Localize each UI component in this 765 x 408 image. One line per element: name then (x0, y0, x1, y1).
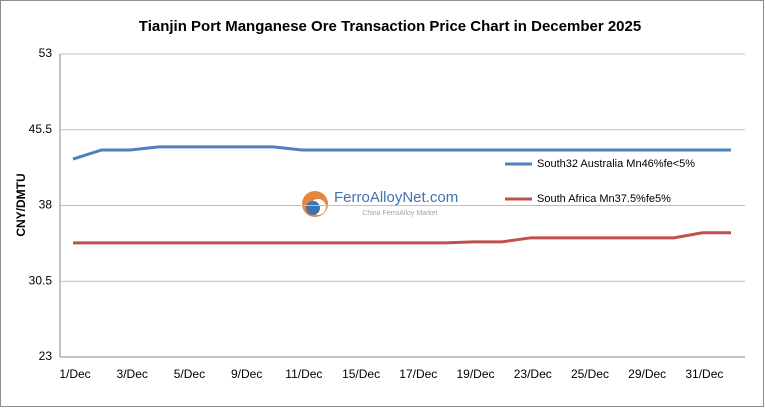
legend-label: South32 Australia Mn46%fe<5% (537, 158, 695, 170)
series-line (73, 231, 731, 245)
y-axis-label: CNY/DMTU (14, 173, 28, 236)
series-line (72, 145, 731, 161)
y-tick-label: 45.5 (29, 122, 53, 136)
x-tick-label: 17/Dec (399, 367, 437, 381)
x-tick-label: 23/Dec (514, 367, 552, 381)
x-tick-label: 31/Dec (685, 367, 723, 381)
x-tick-label: 25/Dec (571, 367, 609, 381)
watermark-title: FerroAlloyNet.com (334, 189, 458, 206)
y-tick-label: 30.5 (29, 273, 53, 287)
chart-title: Tianjin Port Manganese Ore Transaction P… (139, 18, 641, 35)
x-tick-label: 5/Dec (174, 367, 205, 381)
x-tick-label: 9/Dec (231, 367, 262, 381)
legend-label: South Africa Mn37.5%fe5% (537, 193, 671, 205)
watermark: FerroAlloyNet.com China FerroAlloy Marke… (302, 189, 458, 217)
x-tick-label: 19/Dec (457, 367, 495, 381)
x-tick-label: 3/Dec (117, 367, 148, 381)
watermark-logo (306, 201, 320, 215)
y-tick-label: 38 (39, 198, 53, 212)
x-tick-label: 1/Dec (59, 367, 90, 381)
y-tick-label: 53 (39, 46, 53, 60)
x-tick-label: 15/Dec (342, 367, 380, 381)
x-tick-label: 29/Dec (628, 367, 666, 381)
watermark-subtitle: China FerroAlloy Market (362, 210, 438, 217)
x-tick-label: 11/Dec (285, 367, 322, 381)
y-tick-label: 23 (39, 349, 53, 363)
